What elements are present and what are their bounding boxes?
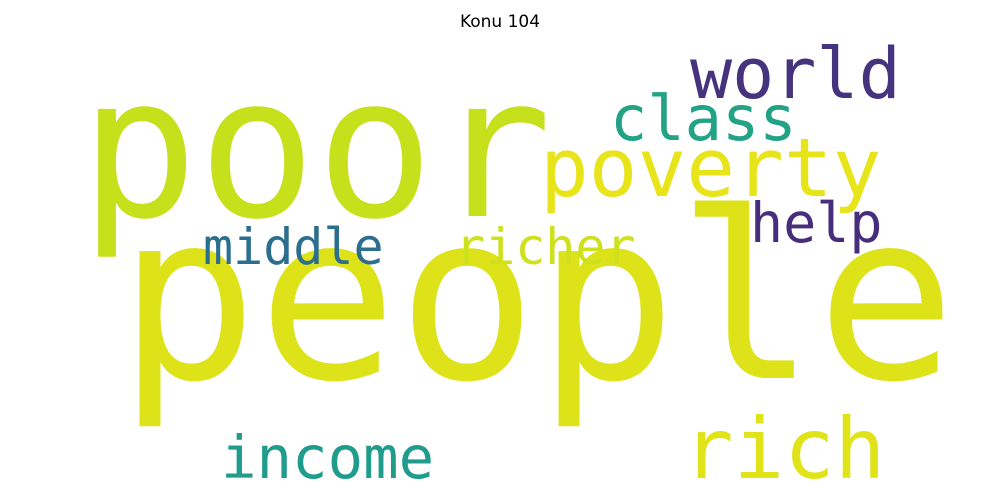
word-people: people xyxy=(118,163,956,433)
word-class: class xyxy=(610,82,797,155)
word-middle: middle xyxy=(203,218,384,276)
word-richer: richer xyxy=(455,218,636,276)
word-poor: poor xyxy=(80,35,552,263)
chart-title: Konu 104 xyxy=(459,12,541,32)
word-income: income xyxy=(221,423,434,492)
word-poverty: poverty xyxy=(540,122,881,216)
word-rich: rich xyxy=(683,400,885,498)
word-world: world xyxy=(690,33,901,115)
word-help: help xyxy=(750,191,882,255)
